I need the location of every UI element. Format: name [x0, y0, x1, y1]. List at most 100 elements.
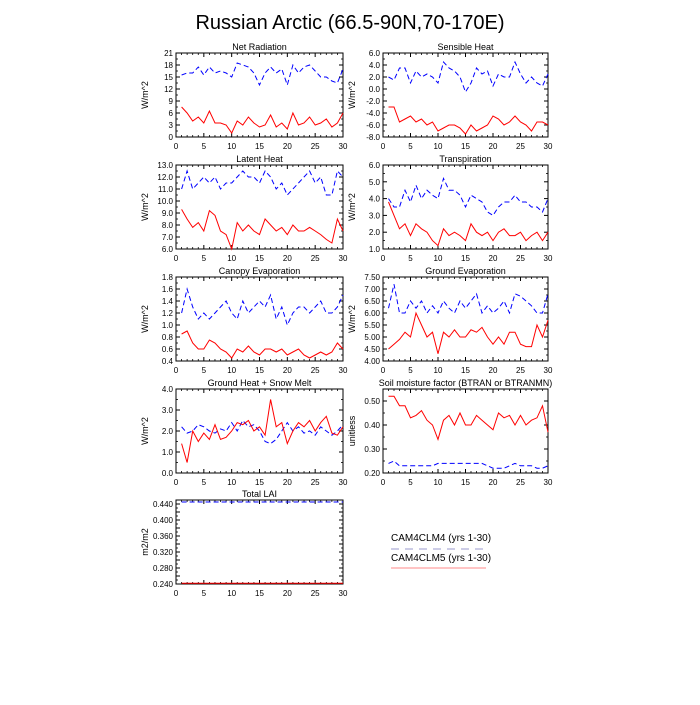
y-tick-label: 12 — [164, 85, 173, 94]
series-line-clm5 — [181, 330, 344, 359]
x-tick-label: 5 — [202, 589, 207, 598]
y-tick-label: 2.0 — [369, 73, 381, 82]
x-tick-label: 30 — [544, 254, 553, 263]
panel-title: Canopy Evaporation — [219, 266, 301, 276]
x-tick-label: 0 — [381, 366, 386, 375]
x-tick-label: 30 — [339, 589, 348, 598]
x-tick-label: 10 — [227, 366, 236, 375]
x-tick-label: 25 — [311, 142, 320, 151]
y-axis-label: W/m^2 — [347, 81, 357, 109]
y-tick-label: 7.0 — [162, 233, 174, 242]
x-tick-label: 30 — [339, 366, 348, 375]
y-tick-label: -2.0 — [366, 97, 380, 106]
x-tick-label: 30 — [544, 142, 553, 151]
panel-6: Ground Heat + Snow Melt W/m^2 0 5 10 15 20 25 30… — [140, 378, 348, 487]
x-tick-label: 10 — [434, 366, 443, 375]
series-line-clm4 — [388, 284, 549, 315]
panel-title: Soil moisture factor (BTRAN or BTRANMN) — [379, 378, 553, 388]
y-tick-label: 7.00 — [364, 285, 380, 294]
y-tick-label: 3.0 — [369, 211, 381, 220]
plot-frame — [382, 388, 549, 474]
y-tick-label: -6.0 — [366, 121, 380, 130]
x-tick-label: 20 — [283, 142, 292, 151]
y-tick-label: 9 — [169, 97, 174, 106]
x-tick-label: 0 — [381, 142, 386, 151]
y-tick-label: 6.00 — [364, 309, 380, 318]
y-tick-label: 6 — [169, 109, 174, 118]
series-line-clm4 — [181, 419, 344, 445]
series-line-clm5 — [181, 399, 344, 463]
y-tick-label: 6.0 — [162, 245, 174, 254]
x-tick-label: 0 — [174, 142, 179, 151]
x-tick-label: 0 — [381, 478, 386, 487]
plot-frame — [382, 276, 549, 362]
y-tick-label: 12.0 — [157, 173, 173, 182]
plot-frame — [175, 164, 344, 250]
y-tick-label: 8.0 — [162, 221, 174, 230]
x-tick-label: 5 — [202, 366, 207, 375]
plot-frame — [175, 276, 344, 362]
x-tick-label: 25 — [516, 366, 525, 375]
x-tick-label: 25 — [516, 478, 525, 487]
y-tick-label: 21 — [164, 49, 173, 58]
legend-label-clm4: CAM4CLM4 (yrs 1-30) — [391, 533, 491, 544]
y-tick-label: 6.0 — [369, 49, 381, 58]
y-tick-label: 1.0 — [369, 245, 381, 254]
y-tick-label: 0.8 — [162, 333, 174, 342]
x-tick-label: 15 — [461, 254, 470, 263]
x-tick-label: 15 — [461, 366, 470, 375]
x-tick-label: 30 — [544, 478, 553, 487]
y-tick-label: 0 — [169, 133, 174, 142]
y-tick-label: 1.8 — [162, 273, 174, 282]
x-tick-label: 25 — [311, 254, 320, 263]
x-tick-label: 25 — [516, 254, 525, 263]
panel-title: Sensible Heat — [437, 42, 494, 52]
x-tick-label: 5 — [408, 478, 413, 487]
x-tick-label: 10 — [227, 478, 236, 487]
panel-7: Soil moisture factor (BTRAN or BTRANMN) u… — [347, 378, 553, 487]
y-tick-label: 2.0 — [369, 228, 381, 237]
y-axis-label: W/m^2 — [140, 193, 150, 221]
x-tick-label: 30 — [339, 254, 348, 263]
y-axis-label: W/m^2 — [140, 81, 150, 109]
y-tick-label: 3 — [169, 121, 174, 130]
y-tick-label: 4.0 — [369, 195, 381, 204]
y-tick-label: 15 — [164, 73, 173, 82]
y-tick-label: 4.0 — [162, 385, 174, 394]
figure-title: Russian Arctic (66.5-90N,70-170E) — [195, 12, 504, 34]
panel-0: Net Radiation W/m^2 0 5 10 15 20 25 30 0 3 6 9 12 15 18… — [140, 42, 348, 151]
series-line-clm4 — [181, 62, 344, 87]
x-tick-label: 0 — [174, 589, 179, 598]
y-tick-label: 13.0 — [157, 161, 173, 170]
y-tick-label: 11.0 — [158, 185, 174, 194]
y-axis-label: m2/m2 — [140, 528, 150, 556]
y-tick-label: 5.0 — [369, 178, 381, 187]
series-line-clm4 — [181, 169, 344, 196]
y-tick-label: 0.6 — [162, 345, 174, 354]
x-tick-label: 15 — [255, 254, 264, 263]
x-tick-label: 20 — [283, 478, 292, 487]
y-tick-label: 0.0 — [369, 85, 381, 94]
x-tick-label: 10 — [434, 478, 443, 487]
x-tick-label: 15 — [461, 478, 470, 487]
x-tick-label: 0 — [174, 254, 179, 263]
panel-3: Transpiration W/m^2 0 5 10 15 20 25 30 1.0 2.0 3.0 4… — [347, 154, 553, 263]
y-tick-label: 3.0 — [162, 406, 174, 415]
plot-frame — [175, 499, 344, 585]
panel-4: Canopy Evaporation W/m^2 0 5 10 15 20 25 30 0.4 0.… — [140, 266, 348, 375]
x-tick-label: 15 — [255, 589, 264, 598]
x-tick-label: 30 — [339, 142, 348, 151]
x-tick-label: 10 — [227, 254, 236, 263]
panels: Net Radiation W/m^2 0 5 10 15 20 25 30 0 3 6 9 12 15 18… — [140, 42, 553, 598]
y-tick-label: 5.00 — [364, 333, 380, 342]
y-tick-label: 1.0 — [162, 448, 174, 457]
y-tick-label: 4.50 — [364, 345, 380, 354]
panel-title: Ground Evaporation — [425, 266, 506, 276]
y-axis-label: W/m^2 — [140, 417, 150, 445]
legend-label-clm5: CAM4CLM5 (yrs 1-30) — [391, 553, 491, 564]
y-tick-label: 0.4 — [162, 357, 174, 366]
x-tick-label: 5 — [408, 142, 413, 151]
x-tick-label: 20 — [489, 366, 498, 375]
y-tick-label: 0.440 — [153, 500, 174, 509]
x-tick-label: 10 — [227, 589, 236, 598]
